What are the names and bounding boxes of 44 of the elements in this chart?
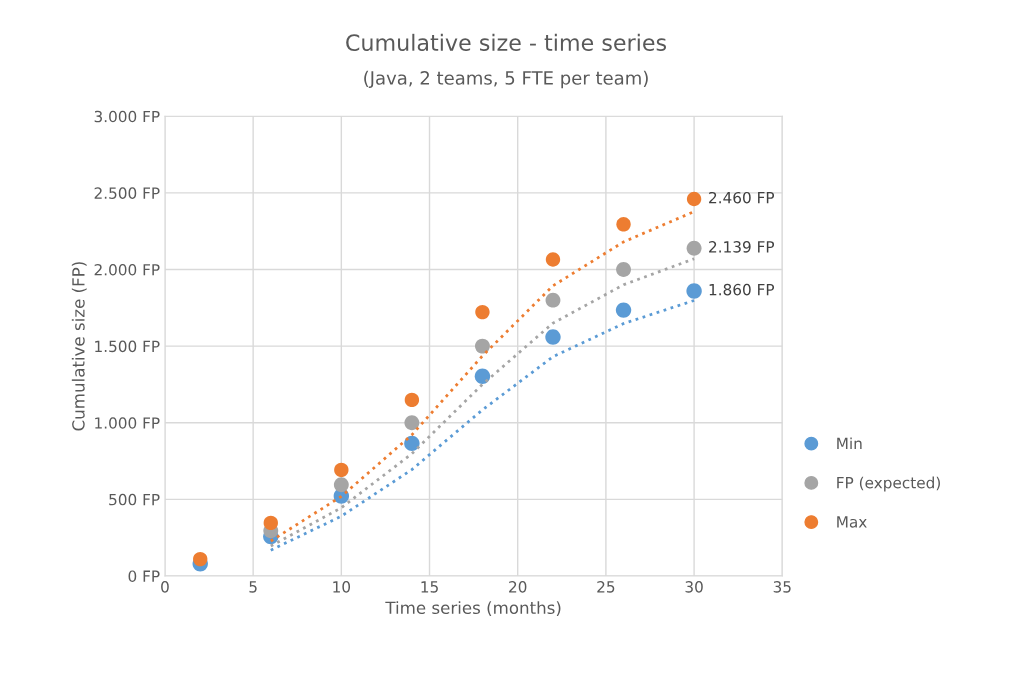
point	[474, 368, 491, 384]
x-tick-label: 20	[509, 581, 527, 593]
y-tick-label: 0 FP	[128, 570, 160, 582]
x-tick-label: 30	[685, 581, 703, 593]
chart-subtitle: (Java, 2 teams, 5 FTE per team)	[364, 70, 648, 89]
point	[686, 240, 702, 256]
data-label: 2.139 FP	[709, 241, 775, 253]
point	[545, 329, 561, 345]
x-tick-label: 25	[597, 581, 615, 593]
point	[404, 415, 420, 431]
y-tick-label: 1.500 FP	[95, 340, 160, 353]
x-tick-label: 0	[161, 581, 169, 593]
point	[615, 302, 632, 318]
point	[334, 462, 349, 478]
point	[404, 392, 420, 408]
y-tick-label: 2.000 FP	[94, 263, 160, 276]
x-tick-label: 35	[773, 581, 791, 593]
x-tick-label: 10	[333, 581, 351, 593]
point	[686, 283, 702, 299]
point	[263, 515, 278, 531]
point	[545, 252, 561, 267]
data-label: 1.860 FP	[709, 283, 775, 296]
data-label: 2.460 FP	[709, 191, 775, 204]
point	[475, 304, 490, 320]
point	[545, 292, 561, 308]
point	[686, 191, 702, 207]
x-tick-label: 5	[249, 581, 257, 593]
y-tick-label: 500 FP	[109, 493, 160, 506]
point	[616, 262, 631, 277]
point	[474, 338, 490, 354]
legend-label: FP (expected)	[837, 476, 940, 492]
x-tick-label: 15	[421, 581, 438, 593]
point	[616, 217, 631, 232]
y-tick-label: 1.000 FP	[95, 417, 160, 429]
legend-label: Max	[837, 516, 867, 528]
y-tick-label: 3.000 FP	[94, 110, 160, 123]
point	[404, 435, 420, 452]
x-axis-title: Time series (months)	[385, 601, 561, 617]
y-tick-label: 2.500 FP	[94, 187, 160, 199]
y-axis-title: Cumulative size (FP)	[71, 262, 87, 431]
chart-title: Cumulative size - time series	[346, 33, 667, 52]
legend-label: Min	[837, 437, 862, 449]
point	[193, 551, 208, 567]
point	[333, 477, 349, 493]
